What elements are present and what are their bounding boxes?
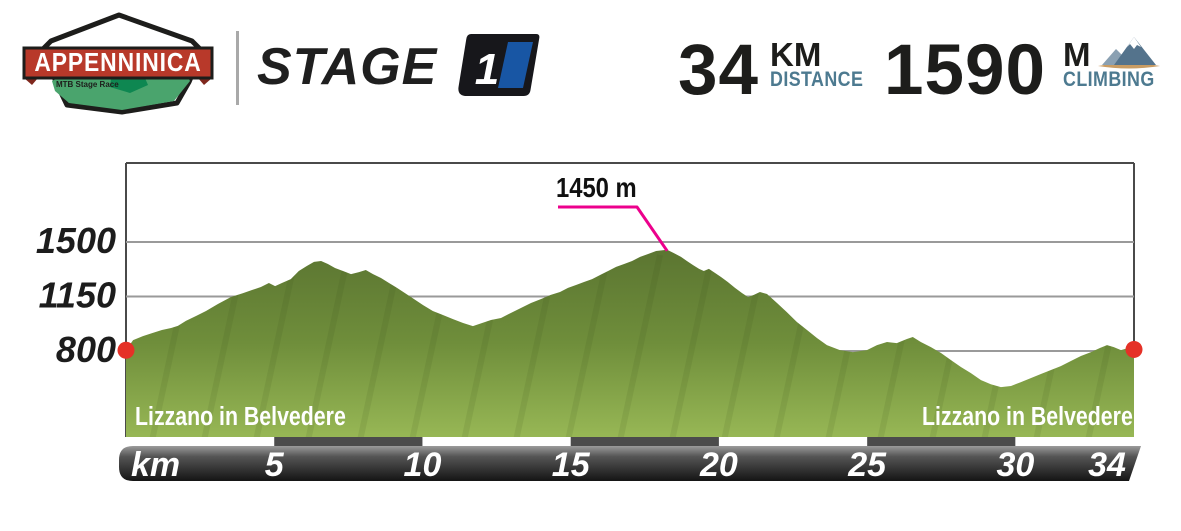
km-tick-label-34: 34 bbox=[1088, 446, 1126, 484]
distance-unit: KM bbox=[770, 36, 822, 73]
km-tick-label-20: 20 bbox=[699, 446, 738, 484]
logo-title: APPENNINICA bbox=[34, 49, 201, 78]
km-segment bbox=[422, 437, 571, 446]
climbing-unit: M bbox=[1063, 36, 1091, 73]
km-axis-bar bbox=[119, 446, 1141, 481]
climbing-label: CLIMBING bbox=[1063, 68, 1155, 91]
km-axis-unit-label: km bbox=[131, 446, 180, 484]
texture-streak bbox=[615, 254, 663, 437]
elevation-profile-area bbox=[126, 249, 1134, 437]
stage-number-badge: 1 bbox=[458, 34, 540, 96]
appenninica-logo: APPENNINICA MTB Stage Race bbox=[22, 12, 214, 115]
distance-label: DISTANCE bbox=[770, 68, 864, 91]
peak-annotation-label: 1450 m bbox=[556, 171, 637, 203]
km-tick-label-15: 15 bbox=[552, 446, 591, 484]
stage-badge-blue-stripe bbox=[498, 42, 533, 88]
texture-streak bbox=[355, 254, 403, 437]
stage-number: 1 bbox=[475, 45, 499, 94]
y-axis-label-1150: 1150 bbox=[39, 275, 116, 316]
logo-banner-fold-left bbox=[24, 78, 38, 85]
mountain-snow-cap bbox=[1127, 37, 1141, 49]
km-segment bbox=[274, 437, 423, 446]
distance-value: 34 bbox=[678, 31, 759, 110]
logo-banner-fold-right bbox=[198, 78, 212, 85]
texture-streak bbox=[251, 254, 299, 437]
route-endpoint-markers bbox=[117, 340, 1143, 359]
end-place-label: Lizzano in Belvedere bbox=[922, 402, 1133, 432]
end-dot bbox=[1125, 340, 1143, 358]
peak-annotation-line bbox=[558, 205, 669, 252]
km-tick-label-25: 25 bbox=[847, 446, 887, 484]
stage-title: STAGE bbox=[257, 38, 438, 96]
logo-subtitle: MTB Stage Race bbox=[56, 80, 119, 89]
km-tick-label-30: 30 bbox=[996, 446, 1034, 484]
y-axis-label-1500: 1500 bbox=[36, 220, 116, 261]
texture-streak bbox=[563, 254, 611, 437]
km-axis-labels: km 5 10 15 20 25 30 34 bbox=[131, 446, 1126, 484]
start-dot bbox=[117, 341, 135, 359]
climbing-value: 1590 bbox=[884, 31, 1046, 110]
header-divider bbox=[236, 31, 239, 105]
y-axis-label-800: 800 bbox=[56, 329, 116, 370]
texture-streak bbox=[303, 254, 351, 437]
logo-banner bbox=[22, 46, 214, 80]
climbing-mountain-icon bbox=[1098, 37, 1160, 69]
km-segment-strip bbox=[126, 437, 1134, 446]
km-segment bbox=[867, 437, 1016, 446]
texture-streak bbox=[667, 254, 715, 437]
km-segment bbox=[718, 437, 868, 446]
km-tick-label-5: 5 bbox=[265, 446, 285, 484]
km-segment bbox=[1015, 437, 1134, 446]
km-segment bbox=[126, 437, 275, 446]
header: APPENNINICA MTB Stage Race STAGE 1 34 KM… bbox=[0, 0, 1181, 130]
mountain-main-peak bbox=[1114, 37, 1156, 65]
start-place-label: Lizzano in Belvedere bbox=[135, 402, 346, 432]
km-segment bbox=[570, 437, 719, 446]
km-tick-label-10: 10 bbox=[404, 446, 442, 484]
